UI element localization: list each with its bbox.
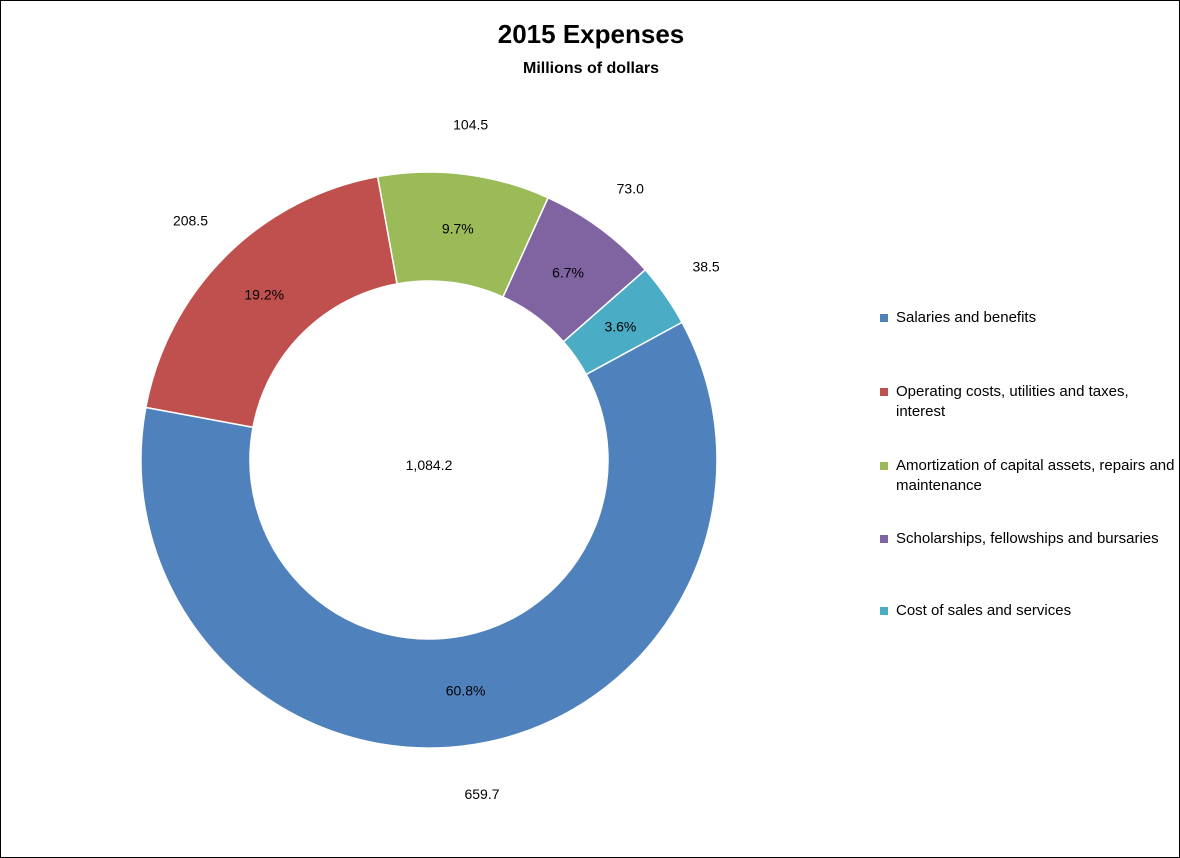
- value-label: 659.7: [464, 786, 499, 802]
- value-label: 208.5: [173, 213, 208, 229]
- center-total-label: 1,084.2: [406, 457, 453, 473]
- percent-label: 3.6%: [604, 318, 636, 334]
- value-label: 104.5: [453, 117, 488, 133]
- donut-slice: [140, 321, 718, 749]
- legend-swatch: [880, 462, 888, 470]
- legend-swatch: [880, 388, 888, 396]
- legend-label: Cost of sales and services: [896, 602, 1072, 619]
- legend-item: Amortization of capital assets, repairs …: [880, 456, 1175, 496]
- percent-label: 6.7%: [552, 264, 584, 280]
- value-label: 38.5: [692, 258, 719, 274]
- percent-label: 9.7%: [442, 220, 474, 236]
- legend-label: Scholarships, fellowships and bursaries: [896, 530, 1159, 547]
- legend-item: Salaries and benefits: [880, 308, 1175, 328]
- percent-label: 60.8%: [446, 683, 486, 699]
- value-label: 73.0: [617, 180, 644, 196]
- legend-swatch: [880, 607, 888, 615]
- labels-group: 60.8% 659.7 19.2% 208.5 9.7% 104.5 6.7% 73.0 3.6…: [173, 117, 720, 802]
- legend-item: Scholarships, fellowships and bursaries: [880, 529, 1175, 549]
- legend-label: Amortization of capital assets, repairs …: [896, 457, 1175, 494]
- chart-title: 2015 Expenses: [498, 19, 684, 49]
- legend-label: Salaries and benefits: [896, 309, 1037, 326]
- legend-label: Operating costs, utilities and taxes, in…: [896, 383, 1129, 420]
- percent-label: 19.2%: [244, 287, 284, 303]
- legend-item: Cost of sales and services: [880, 601, 1175, 621]
- donut-slice: [144, 175, 398, 429]
- legend-swatch: [880, 314, 888, 322]
- slices-group: [140, 171, 718, 749]
- legend-item: Operating costs, utilities and taxes, in…: [880, 382, 1175, 422]
- legend-swatch: [880, 535, 888, 543]
- chart-subtitle: Millions of dollars: [523, 60, 659, 77]
